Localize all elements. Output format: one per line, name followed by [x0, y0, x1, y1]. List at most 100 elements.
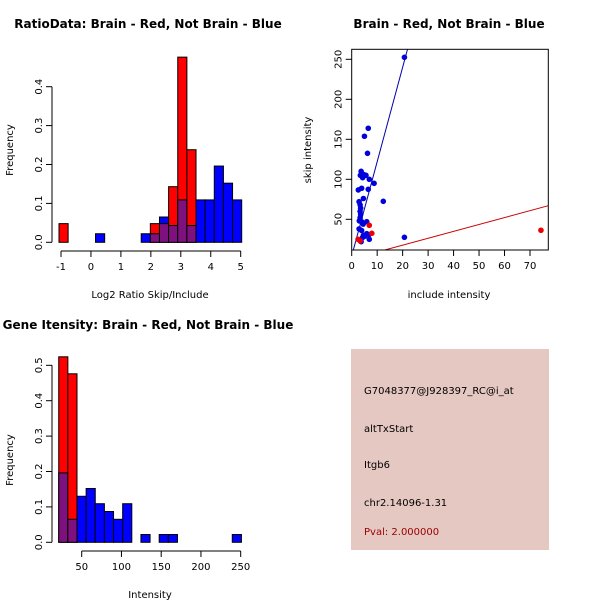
blue-bar: [122, 503, 133, 543]
blue-point: [358, 227, 365, 234]
blue-point: [359, 174, 366, 181]
pval: Pval: 2.000000: [364, 527, 440, 538]
x-tick-label: -1: [56, 262, 66, 273]
y-tick-label: 0.4: [34, 79, 45, 95]
overlap-bar: [58, 472, 69, 543]
x-tick-label: 250: [231, 562, 250, 573]
x-axis-label: Log2 Ratio Skip/Include: [91, 290, 208, 301]
y-tick-label: 0.0: [34, 234, 45, 250]
plot-box: [351, 48, 549, 251]
blue-bar: [232, 199, 243, 243]
x-tick-label: 20: [396, 261, 409, 272]
y-tick-label: 0.2: [34, 157, 45, 173]
blue-point: [366, 176, 373, 183]
blue-bar: [95, 233, 106, 243]
y-axis-label: Frequency: [5, 124, 16, 176]
blue-bar: [195, 199, 206, 243]
overlap-bar: [177, 199, 188, 243]
red-point: [357, 238, 363, 244]
blue-point: [371, 180, 377, 187]
gene-name: Itgb6: [364, 460, 390, 471]
blue-bar: [231, 534, 242, 543]
blue-point: [360, 195, 367, 202]
x-tick-label: 150: [152, 562, 171, 573]
y-tick-label: 50: [334, 213, 345, 226]
x-tick-label: 2: [148, 262, 154, 273]
blue-point: [355, 187, 362, 193]
overlap-bar: [67, 518, 78, 543]
blue-bar: [222, 182, 234, 243]
red-bar: [58, 223, 69, 243]
location: chr2.14096-1.31: [364, 498, 448, 509]
chart-title: Gene Itensity: Brain - Red, Not Brain - …: [3, 318, 294, 332]
blue-point: [361, 133, 368, 140]
blue-point: [380, 198, 387, 205]
y-tick-label: 0.0: [34, 534, 45, 550]
blue-bar: [94, 503, 105, 543]
x-tick-label: 30: [422, 261, 435, 272]
chart-title: RatioData: Brain - Red, Not Brain - Blue: [14, 17, 281, 31]
blue-bar: [158, 534, 169, 543]
chart-title: Brain - Red, Not Brain - Blue: [353, 17, 544, 31]
red-bar: [67, 373, 78, 543]
blue-point: [360, 221, 366, 227]
y-tick-label: 200: [334, 90, 345, 109]
x-tick-label: 5: [238, 262, 244, 273]
red-point: [538, 227, 544, 234]
y-tick-label: 0.3: [34, 428, 45, 444]
x-tick-label: 1: [118, 262, 124, 273]
x-axis-label: include intensity: [408, 290, 491, 301]
blue-point: [366, 236, 373, 243]
x-tick-label: 100: [112, 562, 131, 573]
blue-point: [365, 186, 372, 193]
blue-bar: [167, 534, 178, 543]
blue-point: [401, 54, 408, 61]
x-tick-label: 70: [524, 261, 537, 272]
y-tick-label: 250: [334, 50, 345, 69]
x-tick-label: 0: [88, 262, 94, 273]
x-tick-label: 0: [349, 261, 355, 272]
blue-point: [365, 125, 372, 132]
y-tick-label: 0.2: [34, 464, 45, 480]
red-point: [366, 222, 373, 229]
y-tick-label: 0.5: [34, 357, 45, 373]
blue-point: [362, 233, 368, 239]
y-tick-label: 0.1: [34, 195, 45, 211]
y-tick-label: 150: [334, 130, 345, 149]
y-tick-label: 0.1: [34, 499, 45, 515]
x-tick-label: 50: [473, 261, 486, 272]
blue-bar: [204, 199, 215, 243]
blue-point: [401, 234, 408, 241]
probe-id: G7048377@J928397_RC@i_at: [364, 386, 514, 397]
y-tick-label: 100: [334, 170, 345, 189]
blue-bar: [113, 518, 124, 543]
x-tick-label: 50: [75, 562, 88, 573]
red-fit-line: [382, 205, 549, 250]
x-tick-label: 4: [208, 262, 214, 273]
x-tick-label: 10: [371, 261, 384, 272]
x-tick-label: 40: [447, 261, 460, 272]
y-axis-label: Frequency: [5, 434, 16, 486]
x-tick-label: 200: [191, 562, 210, 573]
blue-bar: [140, 534, 151, 543]
event-type: altTxStart: [364, 424, 414, 435]
overlap-bar: [168, 225, 179, 243]
info-box: G7048377@J928397_RC@i_at altTxStart Itgb…: [351, 349, 549, 550]
overlap-bar: [149, 233, 160, 243]
blue-bar: [140, 233, 151, 243]
y-tick-label: 0.3: [34, 118, 45, 134]
overlap-bar: [186, 225, 197, 243]
blue-bar: [76, 495, 87, 543]
x-axis-label: Intensity: [128, 590, 172, 600]
blue-bar: [103, 511, 115, 543]
blue-fit-line: [352, 49, 409, 250]
blue-bar: [213, 165, 224, 243]
y-tick-label: 0.4: [34, 393, 45, 409]
overlap-bar: [158, 223, 170, 243]
blue-point: [364, 150, 371, 157]
y-axis-label: skip intensity: [303, 117, 314, 184]
red-point: [369, 230, 375, 237]
x-tick-label: 3: [178, 262, 184, 273]
